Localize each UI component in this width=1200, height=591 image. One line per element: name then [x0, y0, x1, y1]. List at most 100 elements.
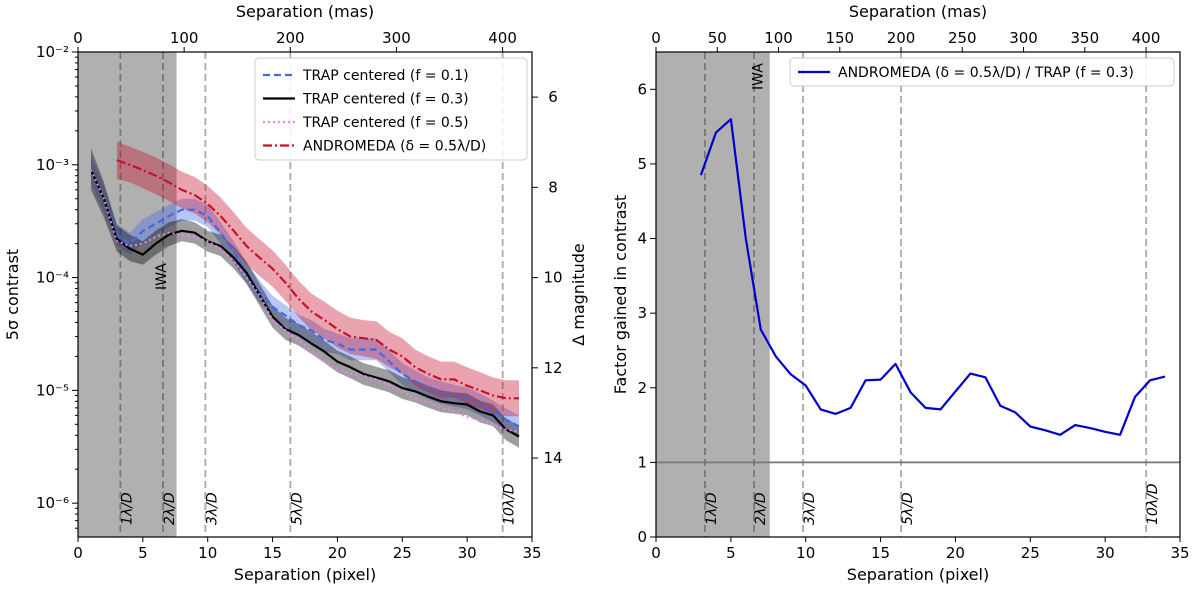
- series-line-andromeda-0-5-d-trap-f-0-3-: [699, 118, 1166, 436]
- data-point: [441, 407, 442, 408]
- right-y-tick-label: 8: [548, 178, 558, 196]
- data-point: [402, 391, 403, 392]
- data-point: [103, 198, 104, 199]
- data-point: [493, 411, 494, 412]
- data-point: [518, 431, 519, 432]
- data-point: [745, 238, 746, 239]
- y-tick-label: 3: [637, 304, 647, 322]
- top-x-tick-label: 0: [651, 29, 661, 47]
- axes-frame: [77, 51, 533, 538]
- data-point: [970, 373, 971, 374]
- top-x-tick-label: 300: [1009, 29, 1038, 47]
- data-point: [363, 373, 364, 374]
- data-point: [311, 351, 312, 352]
- data-point: [865, 380, 866, 381]
- data-point: [415, 391, 416, 392]
- data-point: [480, 404, 481, 405]
- y-tick-label: 6: [637, 80, 647, 98]
- data-point: [363, 349, 364, 350]
- data-point: [389, 385, 390, 386]
- data-point: [207, 203, 208, 204]
- top-x-tick-label: 50: [708, 29, 727, 47]
- data-point: [246, 272, 247, 273]
- y-tick-label: 10⁻⁴: [36, 269, 69, 287]
- data-point: [415, 367, 416, 368]
- data-point: [760, 329, 761, 330]
- top-x-tick-label: 250: [948, 29, 977, 47]
- data-point: [324, 339, 325, 340]
- data-point: [324, 320, 325, 321]
- right-axis-label: Δ magnitude: [569, 243, 588, 346]
- data-point: [1120, 434, 1121, 435]
- data-point: [1075, 425, 1076, 426]
- data-point: [155, 223, 156, 224]
- data-point: [194, 236, 195, 237]
- data-point: [454, 379, 455, 380]
- x-tick-label: 30: [1096, 544, 1115, 562]
- y-tick-label: 10⁻²: [36, 43, 69, 61]
- data-point: [350, 349, 351, 350]
- data-point: [233, 230, 234, 231]
- data-point: [1105, 431, 1106, 432]
- y-tick-label: 10⁻⁵: [36, 381, 69, 399]
- data-point: [506, 398, 507, 399]
- legend: ANDROMEDA (δ = 0.5λ/D) / TRAP (f = 0.3): [789, 57, 1175, 87]
- top-x-tick-label: 0: [73, 29, 83, 47]
- right-y-tick-label: 6: [548, 88, 558, 106]
- data-point: [1030, 426, 1031, 427]
- data-point: [493, 395, 494, 396]
- data-point: [506, 419, 507, 420]
- x-tick-label: 15: [263, 544, 282, 562]
- data-point: [441, 379, 442, 380]
- data-point: [389, 361, 390, 362]
- top-x-axis-label: Separation (mas): [236, 2, 374, 21]
- lambda-label-4: 10λ/D: [1145, 483, 1161, 525]
- x-axis-label: Separation (pixel): [847, 565, 989, 584]
- top-x-tick-label: 400: [1132, 29, 1161, 47]
- data-point: [142, 230, 143, 231]
- data-point: [298, 324, 299, 325]
- data-point: [181, 234, 182, 235]
- band-andromeda-0-5-d-: [116, 141, 520, 417]
- legend-label-trap-centered-f-0-5-: TRAP centered (f = 0.5): [302, 115, 469, 131]
- data-point: [311, 311, 312, 312]
- data-point: [168, 216, 169, 217]
- data-point: [168, 232, 169, 233]
- top-x-tick-label: 200: [887, 29, 916, 47]
- data-point: [376, 377, 377, 378]
- data-point: [1164, 376, 1165, 377]
- right-y-tick-label: 14: [543, 449, 562, 467]
- data-point: [940, 409, 941, 410]
- data-point: [790, 374, 791, 375]
- data-point: [311, 330, 312, 331]
- data-point: [272, 316, 273, 317]
- data-point: [350, 367, 351, 368]
- x-tick-label: 20: [946, 544, 965, 562]
- iwa-label: IWA: [750, 63, 766, 90]
- y-tick-label: 1: [637, 453, 647, 471]
- legend-label-andromeda-0-5-d-: ANDROMEDA (δ = 0.5λ/D): [303, 139, 486, 155]
- x-tick-label: 20: [328, 544, 347, 562]
- data-point: [493, 415, 494, 416]
- legend-label-trap-centered-f-0-1-: TRAP centered (f = 0.1): [302, 68, 469, 84]
- y-tick-label: 0: [637, 528, 647, 546]
- data-point: [1015, 412, 1016, 413]
- data-point: [1000, 405, 1001, 406]
- iwa-label: IWA: [154, 263, 170, 290]
- data-point: [259, 257, 260, 258]
- data-point: [116, 241, 117, 242]
- data-point: [389, 381, 390, 382]
- data-point: [955, 391, 956, 392]
- y-axis-label: Factor gained in contrast: [611, 195, 630, 394]
- data-point: [220, 248, 221, 249]
- data-point: [518, 426, 519, 427]
- y-tick-label: 5: [637, 155, 647, 173]
- y-tick-label: 10⁻⁶: [36, 494, 69, 512]
- x-tick-label: 30: [458, 544, 477, 562]
- lambda-label-3: 5λ/D: [289, 492, 305, 525]
- lambda-label-0: 1λ/D: [704, 492, 720, 525]
- data-point: [493, 424, 494, 425]
- series-line-trap-centered-f-0-5-: [90, 169, 520, 433]
- x-tick-label: 35: [522, 544, 541, 562]
